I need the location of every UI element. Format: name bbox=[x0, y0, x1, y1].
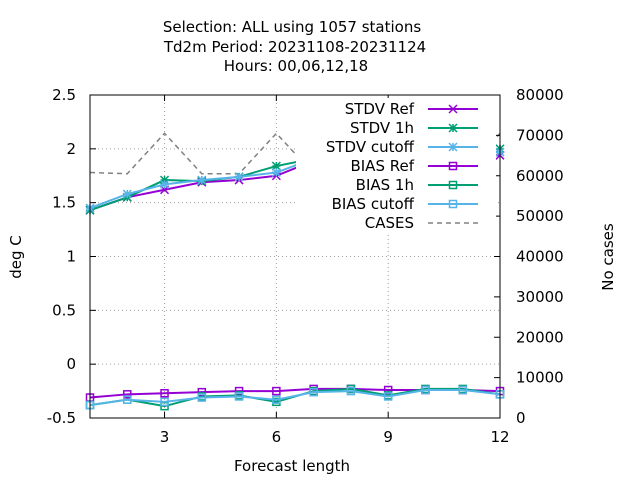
y2-tick-label: 10000 bbox=[516, 369, 564, 387]
legend-marker bbox=[448, 142, 458, 152]
y2-tick-label: 20000 bbox=[516, 328, 564, 346]
legend-marker bbox=[448, 180, 458, 190]
y-tick-label: 2.5 bbox=[52, 86, 76, 104]
legend-marker bbox=[448, 123, 458, 133]
data-point bbox=[383, 392, 393, 401]
y2-tick-label: 60000 bbox=[516, 167, 564, 185]
title-line-3: Hours: 00,06,12,18 bbox=[224, 57, 368, 75]
legend-label: CASES bbox=[365, 214, 414, 232]
data-point bbox=[421, 385, 430, 395]
legend-label: BIAS Ref bbox=[350, 157, 414, 175]
data-point bbox=[160, 179, 170, 189]
data-point bbox=[309, 387, 318, 397]
x-axis-label: Forecast length bbox=[234, 457, 350, 475]
series-line bbox=[89, 387, 501, 408]
data-point bbox=[160, 388, 169, 398]
data-point bbox=[160, 397, 169, 407]
legend-label: STDV cutoff bbox=[326, 138, 415, 156]
data-point bbox=[123, 390, 132, 399]
title-line-2: Td2m Period: 20231108-20231124 bbox=[163, 38, 426, 56]
title-line-1: Selection: ALL using 1057 stations bbox=[163, 18, 422, 36]
legend-label: STDV Ref bbox=[345, 100, 415, 118]
series-3 bbox=[85, 384, 505, 402]
y2-tick-label: 50000 bbox=[516, 207, 564, 225]
data-point bbox=[458, 385, 467, 395]
series-line bbox=[89, 132, 501, 177]
data-point bbox=[271, 161, 281, 171]
y2-tick-label: 80000 bbox=[516, 86, 564, 104]
series-6 bbox=[89, 132, 501, 177]
data-point bbox=[197, 393, 207, 402]
cases-layer bbox=[89, 132, 501, 177]
chart-title: Selection: ALL using 1057 stations Td2m … bbox=[163, 18, 426, 75]
data-point bbox=[197, 175, 207, 185]
series-5 bbox=[85, 385, 505, 410]
data-point bbox=[122, 189, 132, 199]
x-tick-label: 3 bbox=[160, 428, 170, 446]
series-line bbox=[89, 389, 501, 407]
y2-tick-label: 40000 bbox=[516, 248, 564, 266]
legend-marker bbox=[448, 104, 458, 114]
legend-marker bbox=[448, 161, 458, 171]
y-axis-label: deg C bbox=[7, 235, 25, 279]
data-point bbox=[123, 395, 132, 404]
legend-label: STDV 1h bbox=[350, 119, 414, 137]
legend-label: BIAS 1h bbox=[356, 176, 414, 194]
grid bbox=[90, 95, 500, 418]
y2-axis: 0 10000 20000 30000 40000 50000 60000 70000 8000… bbox=[494, 86, 564, 427]
x-axis: 3 6 9 12 bbox=[160, 95, 510, 446]
data-point bbox=[272, 395, 281, 404]
data-point bbox=[271, 167, 281, 178]
data-point bbox=[234, 172, 244, 182]
data-point bbox=[272, 386, 281, 396]
x-tick-label: 12 bbox=[490, 428, 509, 446]
y2-tick-label: 70000 bbox=[516, 126, 564, 144]
y2-axis-label: No cases bbox=[599, 223, 617, 291]
y-tick-label: 1 bbox=[66, 248, 76, 266]
y2-tick-label: 0 bbox=[516, 409, 526, 427]
legend-label: BIAS cutoff bbox=[332, 195, 415, 213]
data-point bbox=[346, 386, 356, 396]
y2-tick-label: 30000 bbox=[516, 288, 564, 306]
y-tick-label: 1.5 bbox=[52, 194, 76, 212]
legend-marker bbox=[448, 199, 458, 209]
y-axis: -0.5 0 0.5 1 1.5 2 2.5 bbox=[47, 86, 96, 427]
x-tick-label: 6 bbox=[272, 428, 282, 446]
data-point bbox=[160, 175, 170, 185]
y-tick-label: 0 bbox=[66, 355, 76, 373]
y-tick-label: 2 bbox=[66, 140, 76, 158]
y-tick-label: -0.5 bbox=[47, 409, 76, 427]
y-tick-label: 0.5 bbox=[52, 301, 76, 319]
x-tick-label: 9 bbox=[383, 428, 393, 446]
data-point bbox=[234, 392, 244, 401]
